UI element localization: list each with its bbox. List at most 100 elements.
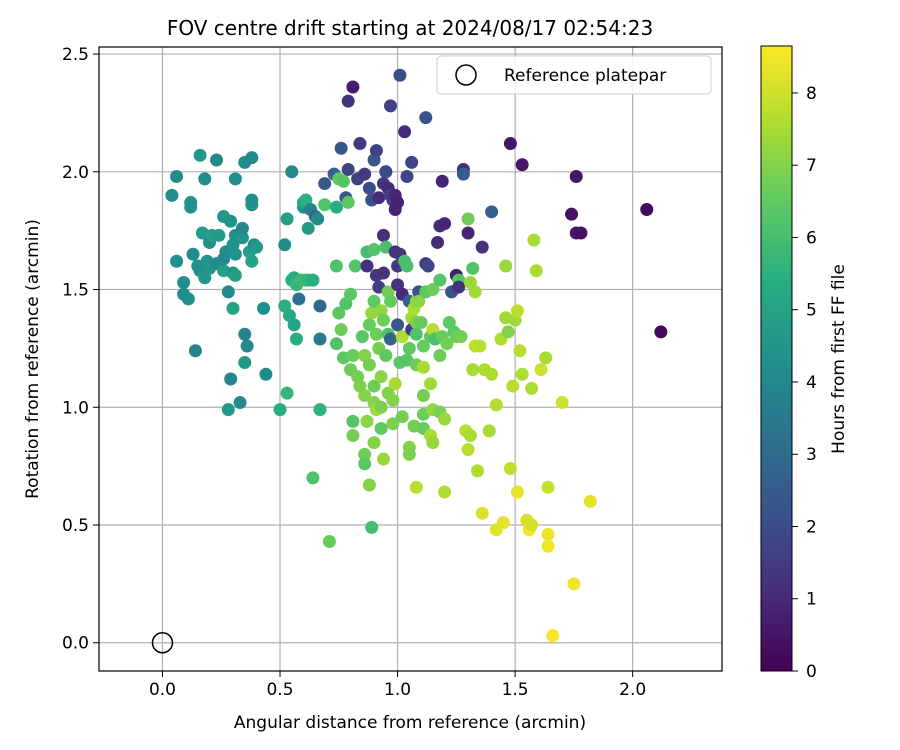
- data-point: [416, 339, 430, 353]
- data-point: [334, 323, 348, 337]
- data-point: [238, 327, 252, 341]
- data-point: [475, 506, 489, 520]
- data-point: [546, 629, 560, 643]
- data-point: [289, 332, 303, 346]
- data-point: [541, 539, 555, 553]
- data-point: [280, 386, 294, 400]
- x-tick-label: 2.0: [619, 680, 646, 700]
- data-point: [372, 191, 386, 205]
- data-point: [360, 414, 374, 428]
- data-point: [344, 287, 358, 301]
- data-point: [485, 367, 499, 381]
- data-point: [184, 195, 198, 209]
- data-point: [416, 388, 430, 402]
- data-point: [311, 212, 325, 226]
- data-point: [452, 280, 466, 294]
- y-tick-label: 1.5: [62, 281, 89, 301]
- data-point: [416, 360, 430, 374]
- data-point: [346, 429, 360, 443]
- data-point: [379, 348, 393, 362]
- data-point: [228, 268, 242, 282]
- data-point: [367, 294, 381, 308]
- data-point: [353, 137, 367, 151]
- data-point: [358, 167, 372, 181]
- legend: Reference platepar: [436, 55, 712, 95]
- data-point: [525, 518, 539, 532]
- data-point: [475, 240, 489, 254]
- data-point: [473, 339, 487, 353]
- data-point: [165, 188, 179, 202]
- data-point: [463, 429, 477, 443]
- data-point: [306, 471, 320, 485]
- data-point: [513, 344, 527, 358]
- data-point: [336, 174, 350, 188]
- data-point: [402, 341, 416, 355]
- data-point: [346, 80, 360, 94]
- data-point: [374, 400, 388, 414]
- data-point: [329, 337, 343, 351]
- data-point: [313, 332, 327, 346]
- y-tick-label: 0.5: [62, 516, 89, 536]
- data-point: [238, 356, 252, 370]
- data-point: [454, 330, 468, 344]
- data-point: [376, 313, 390, 327]
- data-point: [515, 367, 529, 381]
- data-point: [318, 177, 332, 191]
- data-point: [438, 412, 452, 426]
- data-point: [212, 228, 226, 242]
- data-point: [506, 379, 520, 393]
- data-point: [221, 403, 235, 417]
- data-point: [367, 243, 381, 257]
- data-point: [369, 144, 383, 158]
- data-point: [468, 285, 482, 299]
- data-point: [374, 421, 388, 435]
- data-point: [501, 325, 515, 339]
- data-point: [313, 299, 327, 313]
- data-point: [177, 275, 191, 289]
- data-point: [358, 457, 372, 471]
- data-point: [640, 202, 654, 216]
- data-point: [188, 344, 202, 358]
- data-point: [362, 318, 376, 332]
- data-point: [332, 306, 346, 320]
- x-axis-ticks: 0.0 0.5 1.0 1.5 2.0: [149, 671, 646, 700]
- data-point: [423, 377, 437, 391]
- data-point: [433, 273, 447, 287]
- data-point: [525, 381, 539, 395]
- data-point: [461, 443, 475, 457]
- data-point: [541, 527, 555, 541]
- data-point: [541, 480, 555, 494]
- data-point: [358, 388, 372, 402]
- data-point: [346, 348, 360, 362]
- legend-marker-open-circle: [455, 64, 477, 86]
- data-point: [466, 363, 480, 377]
- data-point: [285, 165, 299, 179]
- data-point: [245, 193, 259, 207]
- data-point: [402, 447, 416, 461]
- data-point: [334, 141, 348, 155]
- data-point: [456, 167, 470, 181]
- data-point: [329, 200, 343, 214]
- data-point: [440, 337, 454, 351]
- data-point: [400, 259, 414, 273]
- data-point: [376, 452, 390, 466]
- data-point: [362, 181, 376, 195]
- data-point: [341, 195, 355, 209]
- x-tick-label: 1.5: [502, 680, 529, 700]
- data-point: [306, 273, 320, 287]
- colorbar-tick-label: 1: [806, 590, 817, 610]
- data-point: [438, 217, 452, 231]
- colorbar-tick-label: 3: [806, 445, 817, 465]
- data-point: [405, 155, 419, 169]
- y-axis-label: Rotation from reference (arcmin): [23, 219, 43, 499]
- y-tick-label: 0.0: [62, 634, 89, 654]
- data-point: [433, 348, 447, 362]
- data-points: [165, 68, 668, 643]
- data-point: [461, 226, 475, 240]
- data-point: [426, 283, 440, 297]
- data-point: [245, 254, 259, 268]
- data-point: [341, 94, 355, 108]
- colorbar-label: Hours from first FF file: [829, 264, 849, 454]
- data-point: [170, 254, 184, 268]
